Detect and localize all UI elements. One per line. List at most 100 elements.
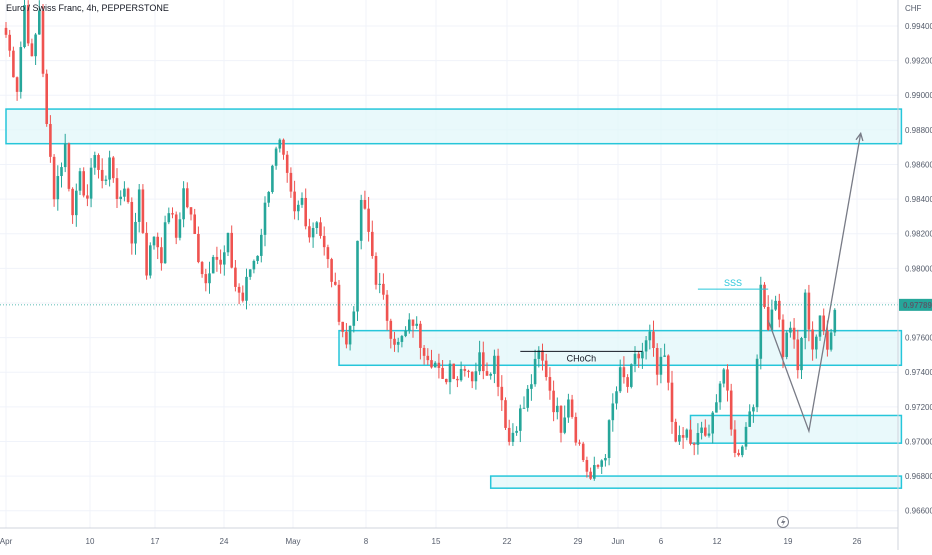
candle [300, 192, 304, 208]
candle [167, 207, 171, 225]
candle [655, 343, 659, 386]
candle [130, 197, 134, 255]
candle [97, 153, 100, 179]
candle [385, 290, 389, 331]
candle-body [297, 204, 300, 212]
candle-body [704, 427, 707, 436]
candle [237, 283, 241, 305]
candle [134, 212, 137, 255]
candle [445, 378, 448, 385]
candle [526, 385, 529, 412]
candle-body [655, 347, 659, 375]
candle-body [611, 403, 615, 421]
candle-body [363, 199, 367, 209]
candle [711, 410, 714, 444]
candle-body [574, 416, 578, 443]
candle-body [371, 231, 374, 256]
candle [741, 445, 744, 458]
candle [633, 346, 637, 373]
price-tick-label: 0.96800 [905, 472, 932, 481]
candle-body [334, 281, 337, 285]
candle-body [641, 351, 644, 359]
candle-body [526, 388, 529, 408]
candle-body [789, 327, 792, 333]
candle-body [19, 47, 23, 92]
candle [359, 194, 363, 250]
candle-body [145, 232, 148, 276]
candle [319, 217, 322, 239]
candle [433, 361, 437, 368]
candle [663, 343, 666, 357]
candle-body [685, 429, 689, 438]
candle [796, 329, 800, 379]
candles [4, 0, 837, 481]
candle-body [500, 386, 504, 401]
candle [500, 375, 504, 411]
candle [715, 394, 718, 413]
candle-body [700, 427, 703, 433]
candle [437, 353, 441, 379]
candle [104, 175, 108, 186]
last-price-label: 0.97789 [903, 301, 932, 310]
candle-body [308, 226, 311, 238]
candle [763, 282, 766, 309]
candle-body [263, 202, 267, 235]
candle [485, 362, 489, 376]
candle [389, 318, 393, 349]
candle [248, 269, 252, 280]
candle-body [300, 197, 304, 205]
candle [19, 41, 23, 99]
candle [304, 188, 307, 230]
candle-body [752, 407, 755, 412]
candle [692, 442, 696, 456]
candle-body [8, 34, 11, 51]
candle-body [374, 255, 378, 285]
candle [330, 257, 333, 288]
candle-body [803, 292, 807, 339]
candle-body [593, 465, 596, 479]
candle-body [722, 369, 726, 384]
candle-body [4, 27, 8, 35]
date-tick-label: May [285, 537, 300, 546]
candle [415, 316, 418, 329]
candle [467, 369, 470, 378]
date-tick-label: 10 [86, 537, 95, 546]
candle [707, 424, 711, 438]
candle [537, 346, 541, 368]
candle-body [652, 331, 655, 348]
candle-body [223, 252, 226, 265]
candle-body [515, 430, 518, 433]
candle [441, 359, 444, 380]
candle-body [522, 407, 526, 409]
candle-body [219, 259, 222, 265]
price-tick-label: 0.96600 [905, 507, 932, 516]
candle-body [581, 443, 585, 461]
candle-body [285, 154, 289, 173]
candle-body [393, 338, 396, 345]
candle [548, 367, 552, 400]
candle [4, 22, 8, 38]
candle [766, 295, 770, 331]
candle [363, 190, 367, 210]
candle-body [511, 432, 515, 442]
candle-body [52, 156, 56, 200]
candle-body [482, 352, 485, 372]
candle [141, 184, 145, 234]
candle [86, 184, 89, 207]
candle [511, 423, 515, 447]
lightning-icon [777, 516, 789, 528]
candle-body [822, 315, 825, 331]
candle [256, 255, 259, 265]
candle [326, 244, 330, 268]
candle-body [800, 338, 803, 371]
candle [704, 419, 707, 437]
candle [507, 419, 511, 446]
date-tick-label: Apr [0, 537, 13, 546]
candle [815, 334, 818, 359]
candle [297, 200, 300, 221]
candle-body [123, 188, 126, 197]
candle-body [441, 367, 444, 379]
candle-body [174, 214, 178, 238]
